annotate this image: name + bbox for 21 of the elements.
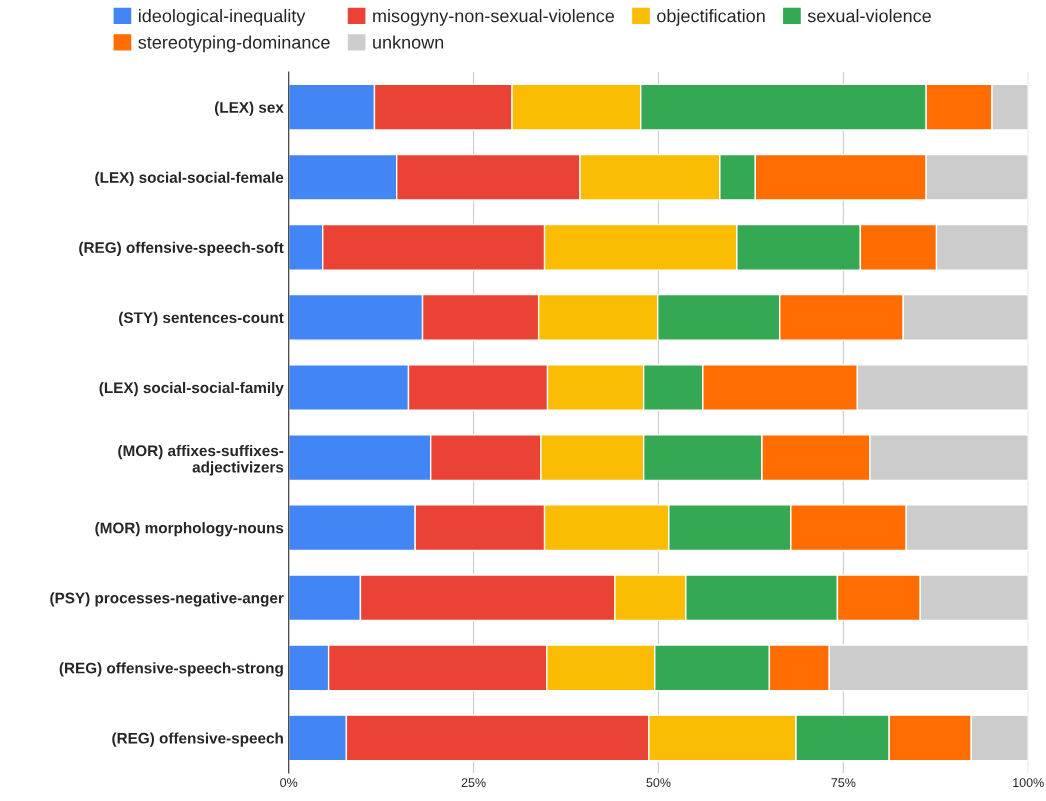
x-tick-label: 75% [831, 778, 856, 788]
legend-label: ideological-inequality [138, 9, 306, 26]
y-tick-label: (MOR) morphology-nouns [95, 522, 284, 537]
y-tick-label: (REG) offensive-speech-soft [79, 241, 284, 257]
x-tick-label: 100% [1013, 778, 1044, 788]
y-tick-label: (LEX) sex [214, 101, 284, 116]
x-tick-label: 50% [646, 778, 671, 788]
legend-label: misogyny-non-sexual-violence [373, 9, 615, 26]
y-tick-label: (LEX) social-social-female [95, 171, 284, 186]
x-tick-label: 25% [461, 778, 486, 788]
y-tick-label: (REG) offensive-speech-strong [59, 662, 283, 677]
y-tick-label: (STY) sentences-count [119, 311, 284, 327]
y-tick-label: (PSY) processes-negative-anger [50, 592, 284, 607]
y-tick-label: (MOR) affixes-suffixes- adjectivizers [118, 444, 284, 476]
legend-label: stereotyping-dominance [138, 35, 330, 53]
y-tick-label: (LEX) social-social-family [99, 381, 284, 397]
y-tick-label: (REG) offensive-speech [112, 732, 283, 747]
legend-label: objectification [657, 9, 765, 26]
x-tick-label: 0% [280, 778, 298, 788]
legend-label: unknown [373, 35, 444, 49]
legend-label: sexual-violence [807, 9, 931, 23]
